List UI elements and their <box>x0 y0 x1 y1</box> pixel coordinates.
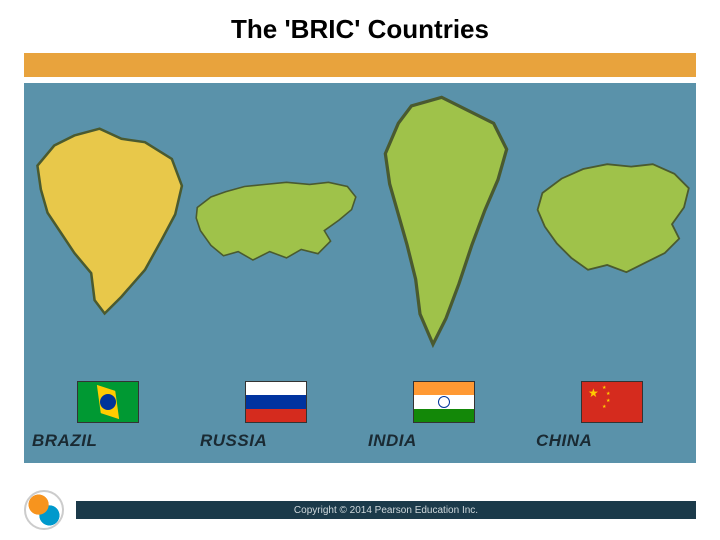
china-map-icon <box>528 93 696 353</box>
country-label: RUSSIA <box>200 431 267 451</box>
country-label: INDIA <box>368 431 417 451</box>
pearson-logo-icon <box>24 490 64 530</box>
india-map-icon <box>360 93 528 353</box>
country-brazil: BRAZIL <box>24 83 192 463</box>
map-shape-brazil <box>24 122 192 324</box>
india-flag-icon <box>413 381 475 423</box>
map-shape-russia <box>192 176 360 271</box>
brazil-map-icon <box>24 93 192 353</box>
slide-title: The 'BRIC' Countries <box>0 14 720 45</box>
russia-flag-icon <box>245 381 307 423</box>
russia-map-icon <box>192 93 360 353</box>
country-russia: RUSSIA <box>192 83 360 463</box>
footer-bar: Copyright © 2014 Pearson Education Inc. <box>76 501 696 519</box>
slide: The 'BRIC' Countries BRAZIL <box>0 0 720 540</box>
copyright-text: Copyright © 2014 Pearson Education Inc. <box>294 505 478 516</box>
brazil-flag-icon <box>77 381 139 423</box>
country-label: CHINA <box>536 431 592 451</box>
map-shape-india <box>368 93 520 353</box>
country-india: INDIA <box>360 83 528 463</box>
map-shape-china <box>528 157 696 289</box>
footer: Copyright © 2014 Pearson Education Inc. <box>0 480 720 540</box>
map-panel: BRAZIL RUSSIA <box>24 83 696 463</box>
country-china: ★ ★ ★ ★ ★ CHINA <box>528 83 696 463</box>
title-area: The 'BRIC' Countries <box>0 0 720 53</box>
china-flag-icon: ★ ★ ★ ★ ★ <box>581 381 643 423</box>
accent-bar <box>24 53 696 77</box>
country-label: BRAZIL <box>32 431 97 451</box>
